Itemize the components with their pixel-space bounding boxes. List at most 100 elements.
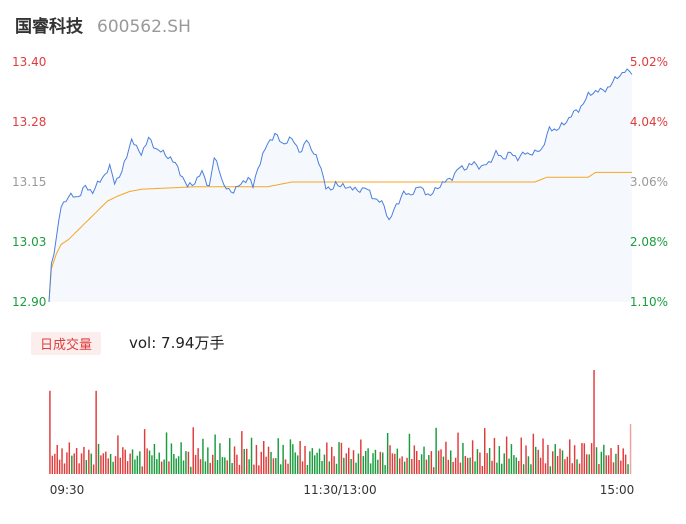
volume-bar (139, 451, 141, 474)
volume-bar (88, 449, 90, 474)
volume-bar (369, 463, 372, 474)
volume-bar (428, 455, 430, 474)
volume-bar (66, 452, 68, 474)
volume-bar (471, 440, 474, 474)
volume-bar (442, 456, 445, 474)
volume-bar (612, 462, 615, 474)
volume-bar (331, 446, 333, 474)
volume-bar (289, 439, 292, 474)
volume-bar (394, 453, 396, 474)
volume-bar (136, 455, 139, 474)
volume-bar (433, 467, 435, 474)
volume-bar (493, 437, 496, 474)
volume-bar (326, 442, 328, 474)
volume-bar (199, 459, 202, 474)
volume-bar (552, 451, 554, 474)
volume-bar (620, 460, 622, 474)
avg-price-line (48, 171, 632, 303)
volume-bar (151, 455, 153, 474)
volume-bar (348, 447, 350, 474)
volume-bar (209, 462, 211, 474)
volume-bar (481, 466, 484, 474)
price-line (48, 68, 633, 303)
price-area (49, 69, 632, 302)
volume-bar (224, 457, 226, 474)
volume-bar (578, 463, 581, 474)
volume-bar (486, 453, 488, 474)
volume-bar (267, 446, 270, 474)
volume-bar (340, 442, 343, 474)
volume-bar (459, 462, 462, 474)
volume-bar (105, 451, 107, 474)
volume-bar (197, 448, 199, 474)
volume-bar (109, 454, 112, 474)
volume-bar (566, 456, 569, 474)
volume-bar (126, 461, 129, 474)
volume-bar (615, 453, 617, 474)
volume-bar (598, 464, 600, 474)
volume-bar (535, 446, 537, 474)
volume-bar (484, 428, 486, 474)
volume-bar (241, 431, 243, 474)
volume-bar (382, 452, 384, 474)
volume-bar (491, 460, 493, 474)
volume-bar (306, 465, 309, 474)
stock-code: 600562.SH (97, 17, 191, 37)
volume-bar (61, 448, 63, 474)
volume-bar (411, 459, 413, 474)
volume-bar (437, 450, 440, 474)
volume-bars (49, 370, 632, 474)
volume-bar (352, 450, 355, 474)
volume-bar (124, 449, 126, 474)
volume-bar (146, 448, 148, 474)
volume-bar (275, 458, 277, 474)
volume-bar (119, 457, 122, 474)
volume-bar (520, 437, 522, 474)
volume-bar (129, 453, 131, 474)
volume-bar (182, 460, 185, 474)
volume-bar (462, 442, 464, 474)
volume-bar (97, 443, 100, 474)
volume-bar (49, 390, 51, 474)
volume-bar (282, 444, 284, 474)
volume-bar (413, 445, 416, 474)
volume-bar (134, 459, 136, 474)
volume-bar (95, 390, 97, 474)
volume-bar (54, 453, 56, 474)
volume-bar (58, 459, 61, 474)
volume-bar (148, 450, 151, 474)
volume-bar (624, 454, 627, 474)
volume-bar (204, 461, 207, 474)
volume-bar (345, 453, 348, 474)
volume-bar (430, 451, 433, 474)
volume-bar (440, 449, 442, 474)
y-left-tick: 13.03 (12, 235, 46, 249)
y-left-tick: 13.28 (12, 115, 46, 129)
volume-value: vol: 7.94万手 (129, 334, 225, 352)
volume-bar (569, 439, 571, 474)
volume-bar (469, 457, 471, 474)
volume-bar (187, 451, 190, 474)
volume-bar (355, 462, 357, 474)
x-axis-tick: 11:30/13:00 (303, 483, 376, 497)
x-axis-tick: 09:30 (50, 483, 85, 497)
volume-bar (539, 457, 542, 474)
volume-bar (90, 453, 92, 474)
volume-bar (233, 446, 236, 474)
volume-bar (343, 457, 345, 474)
stock-header: 国睿科技 600562.SH (15, 12, 191, 42)
volume-bar (425, 459, 428, 474)
volume-bar (416, 451, 418, 474)
volume-bar (603, 444, 605, 474)
volume-bar (379, 451, 382, 474)
volume-bar (219, 443, 221, 474)
y-left-tick: 12.90 (12, 295, 46, 309)
volume-bar (362, 456, 365, 474)
volume-bar (474, 461, 476, 474)
volume-bar (590, 443, 593, 474)
volume-bar (297, 455, 299, 474)
volume-bar (175, 458, 177, 474)
volume-bar (401, 456, 403, 474)
volume-bar (71, 455, 73, 474)
volume-bar (107, 458, 109, 474)
